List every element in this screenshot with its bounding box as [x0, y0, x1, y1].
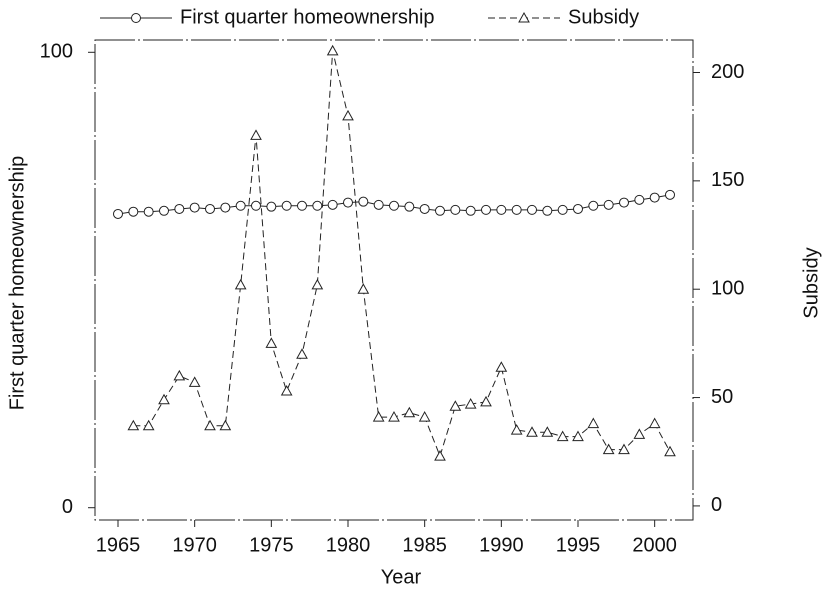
- plot-frame: [94, 39, 694, 521]
- point: [495, 361, 508, 372]
- y-tick-label: 100: [40, 41, 73, 63]
- point: [127, 419, 140, 431]
- point: [649, 192, 660, 203]
- x-tick-label: 1980: [326, 534, 371, 556]
- point: [449, 400, 462, 411]
- point: [234, 278, 247, 290]
- y2-tick-label: 150: [711, 169, 744, 191]
- point: [373, 199, 384, 210]
- x-tick-label: 1970: [172, 534, 217, 556]
- point: [434, 450, 446, 461]
- point: [418, 411, 431, 422]
- point: [280, 385, 293, 396]
- x-axis-label: Year: [381, 566, 422, 588]
- point: [664, 445, 676, 457]
- point: [281, 200, 292, 211]
- y2-tick-label: 200: [711, 61, 744, 83]
- point: [465, 205, 476, 216]
- point: [128, 206, 139, 217]
- point: [235, 200, 246, 211]
- y-tick-label: 0: [62, 496, 73, 518]
- x-tick-label: 1985: [402, 534, 447, 556]
- point: [419, 203, 430, 214]
- legend-label: First quarter homeownership: [180, 6, 435, 28]
- point: [358, 196, 369, 207]
- point: [450, 204, 461, 215]
- y-axis-label: First quarter homeownership: [6, 156, 28, 411]
- point: [404, 201, 415, 212]
- x-tick-label: 1990: [479, 534, 524, 556]
- point: [557, 204, 568, 215]
- point: [113, 208, 123, 219]
- point: [573, 203, 583, 214]
- point: [403, 406, 416, 418]
- y2-tick-label: 100: [711, 277, 744, 299]
- x-tick-label: 1965: [96, 534, 141, 556]
- point: [297, 200, 307, 211]
- point: [556, 430, 569, 442]
- point: [327, 199, 338, 210]
- point: [265, 337, 278, 348]
- y2-axis-label: Subsidy: [800, 247, 822, 318]
- point: [219, 419, 232, 431]
- point: [188, 376, 201, 387]
- point: [250, 129, 262, 140]
- point: [251, 200, 261, 211]
- point: [173, 369, 186, 381]
- point: [480, 395, 492, 407]
- point: [266, 201, 277, 212]
- y2-tick-label: 50: [711, 386, 733, 408]
- point: [343, 197, 353, 208]
- point: [372, 411, 385, 422]
- point: [496, 204, 507, 215]
- legend-marker: [518, 11, 530, 23]
- point: [342, 109, 354, 121]
- point: [527, 204, 537, 215]
- point: [510, 424, 523, 435]
- point: [143, 206, 154, 217]
- point: [588, 200, 599, 211]
- point: [541, 426, 554, 437]
- x-tick-label: 1995: [556, 534, 601, 556]
- point: [435, 205, 445, 216]
- x-tick-label: 1975: [249, 534, 294, 556]
- point: [602, 443, 615, 455]
- point: [189, 202, 200, 213]
- point: [587, 417, 600, 429]
- point: [388, 411, 400, 422]
- point: [603, 199, 614, 210]
- point: [511, 204, 522, 215]
- point: [142, 419, 155, 431]
- point: [205, 203, 215, 214]
- point: [542, 205, 553, 216]
- point: [648, 417, 661, 429]
- point: [619, 197, 629, 208]
- point: [526, 426, 538, 437]
- point: [204, 419, 216, 431]
- y2-tick-label: 0: [711, 494, 722, 516]
- legend-label: Subsidy: [568, 6, 639, 28]
- point: [481, 204, 491, 215]
- point: [158, 393, 170, 405]
- point: [357, 283, 370, 294]
- point: [572, 430, 584, 442]
- point: [312, 200, 323, 211]
- point: [311, 278, 324, 290]
- point: [389, 200, 399, 211]
- point: [159, 205, 169, 216]
- point: [618, 443, 630, 455]
- point: [220, 202, 231, 213]
- point: [174, 203, 185, 214]
- point: [665, 189, 675, 200]
- legend-marker: [131, 13, 141, 23]
- point: [634, 194, 645, 205]
- x-tick-label: 2000: [632, 534, 677, 556]
- point: [326, 44, 339, 56]
- point: [633, 428, 646, 439]
- point: [464, 398, 477, 409]
- series-line: [133, 50, 671, 458]
- point: [296, 348, 308, 359]
